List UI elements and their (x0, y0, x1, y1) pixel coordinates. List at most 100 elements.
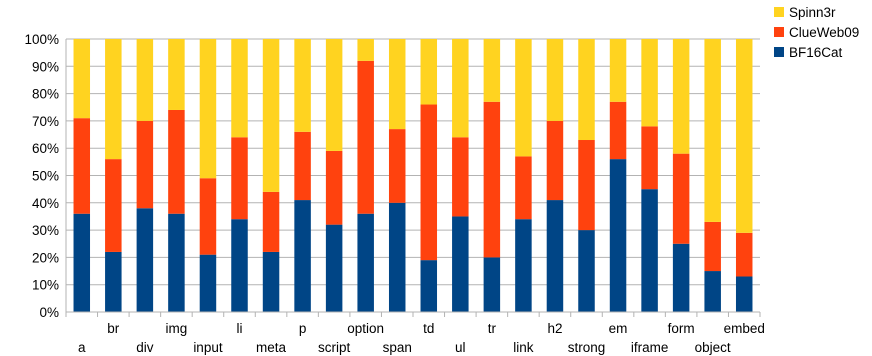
x-tick-label: embed (724, 321, 765, 336)
bar-bf16cat-p (294, 200, 311, 312)
bar-clueweb09-form (672, 153, 690, 244)
bar-spinn3r-td (420, 39, 438, 105)
bar-clueweb09-br (105, 159, 122, 252)
bar-spinn3r-meta (262, 39, 280, 192)
x-tick-label: em (609, 321, 628, 336)
bar-clueweb09-td (420, 104, 438, 261)
bar-spinn3r-form (672, 39, 690, 154)
x-tick-label: span (383, 340, 412, 355)
x-tick-label: td (423, 321, 434, 336)
bar-clueweb09-strong (578, 140, 595, 231)
x-tick-label: input (193, 340, 223, 355)
x-tick-label: tr (488, 321, 497, 336)
bar-bf16cat-link (515, 219, 532, 312)
bar-clueweb09-h2 (546, 120, 564, 201)
bar-spinn3r-br (105, 39, 122, 160)
bar-bf16cat-strong (578, 230, 595, 312)
legend-label-bf16cat: BF16Cat (789, 45, 843, 60)
y-tick-label: 70% (32, 114, 59, 129)
bar-clueweb09-meta (262, 191, 280, 252)
y-tick-label: 10% (32, 278, 59, 293)
bar-bf16cat-br (105, 251, 122, 312)
bar-spinn3r-span (388, 39, 406, 130)
legend: Spinn3r ClueWeb09 BF16Cat (774, 5, 859, 60)
bar-bf16cat-img (168, 213, 185, 312)
bar-spinn3r-li (231, 39, 248, 138)
bar-bf16cat-span (388, 202, 406, 312)
bar-spinn3r-em (609, 39, 627, 102)
x-tick-label: form (668, 321, 695, 336)
legend-swatch-spinn3r (774, 7, 784, 17)
bar-clueweb09-link (515, 156, 532, 220)
legend-label-spinn3r: Spinn3r (789, 5, 836, 20)
y-tick-label: 90% (32, 59, 59, 74)
bar-bf16cat-option (357, 213, 374, 312)
bar-bf16cat-object (704, 271, 721, 312)
bar-spinn3r-link (515, 39, 532, 157)
y-tick-label: 50% (32, 169, 59, 184)
bar-clueweb09-img (168, 109, 185, 214)
x-tick-label: li (237, 321, 243, 336)
bar-clueweb09-input (199, 178, 217, 255)
bar-spinn3r-iframe (641, 39, 658, 127)
x-tick-label: img (166, 321, 188, 336)
bar-spinn3r-img (168, 39, 185, 110)
bar-spinn3r-script (325, 39, 343, 151)
x-tick-label: script (318, 340, 351, 355)
bar-spinn3r-option (357, 39, 374, 61)
bar-clueweb09-option (357, 60, 374, 214)
x-tick-label: br (107, 321, 120, 336)
bar-spinn3r-tr (483, 39, 501, 102)
bar-bf16cat-form (672, 243, 690, 312)
bar-spinn3r-h2 (546, 39, 564, 121)
x-tick-label: option (347, 321, 384, 336)
legend-label-clueweb09: ClueWeb09 (789, 25, 859, 40)
x-tick-label: meta (256, 340, 287, 355)
bar-bf16cat-ul (452, 216, 469, 312)
legend-swatch-bf16cat (774, 47, 784, 57)
y-tick-label: 40% (32, 196, 59, 211)
y-tick-label: 100% (24, 32, 59, 47)
bar-bf16cat-meta (262, 251, 280, 312)
bars (73, 39, 753, 312)
x-tick-label: h2 (547, 321, 562, 336)
bar-clueweb09-em (609, 101, 627, 160)
x-tick-label: div (136, 340, 154, 355)
bar-clueweb09-p (294, 131, 311, 201)
x-tick-label: strong (568, 340, 606, 355)
x-tick-label: link (513, 340, 534, 355)
axes: 0%10%20%30%40%50%60%70%80%90%100%abrdivi… (24, 32, 764, 355)
bar-spinn3r-input (199, 39, 217, 179)
bar-bf16cat-iframe (641, 189, 658, 312)
bar-clueweb09-tr (483, 101, 501, 258)
y-tick-label: 60% (32, 141, 59, 156)
bar-spinn3r-p (294, 39, 311, 132)
bar-bf16cat-embed (735, 276, 753, 312)
y-tick-label: 30% (32, 223, 59, 238)
x-tick-label: ul (455, 340, 466, 355)
bar-bf16cat-tr (483, 257, 501, 312)
bar-clueweb09-iframe (641, 126, 658, 190)
x-tick-label: object (695, 340, 731, 355)
bar-clueweb09-script (325, 150, 343, 225)
bar-spinn3r-a (73, 39, 91, 119)
bar-clueweb09-li (231, 137, 248, 220)
bar-bf16cat-h2 (546, 200, 564, 312)
bar-spinn3r-object (704, 39, 721, 222)
bar-clueweb09-div (136, 120, 154, 209)
bar-clueweb09-embed (735, 232, 753, 277)
bar-clueweb09-a (73, 118, 91, 214)
x-tick-label: a (78, 340, 86, 355)
x-tick-label: p (299, 321, 307, 336)
bar-spinn3r-embed (735, 39, 753, 233)
legend-swatch-clueweb09 (774, 27, 784, 37)
bar-bf16cat-input (199, 254, 217, 312)
x-tick-label: iframe (631, 340, 669, 355)
bar-bf16cat-li (231, 219, 248, 312)
bar-spinn3r-div (136, 39, 154, 121)
bar-clueweb09-object (704, 221, 721, 272)
bar-spinn3r-ul (452, 39, 469, 138)
y-tick-label: 0% (39, 305, 59, 320)
bar-bf16cat-a (73, 213, 91, 312)
